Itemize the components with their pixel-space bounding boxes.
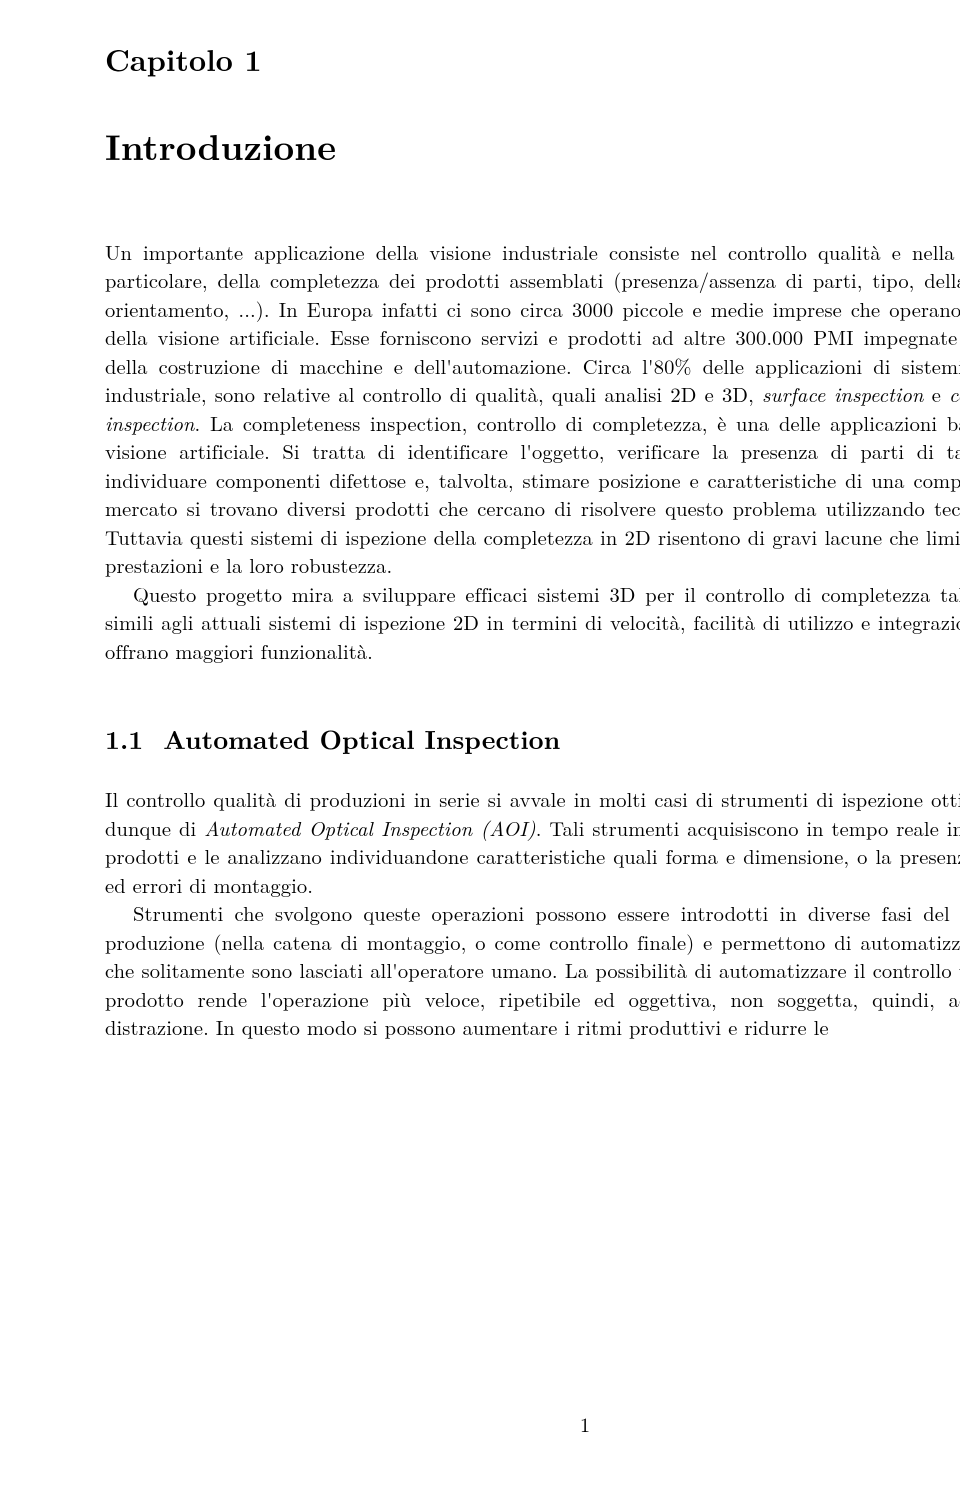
- s1-italic-aoi: Automated Optical Inspection (AOI): [204, 813, 536, 842]
- intro-paragraph-1: Un importante applicazione della visione…: [105, 238, 960, 580]
- p1-text-e: . La completeness inspection, controllo …: [105, 408, 960, 579]
- page-number: 1: [105, 1410, 960, 1438]
- intro-paragraph-2: Questo progetto mira a sviluppare effica…: [105, 580, 960, 665]
- chapter-title: Introduzione: [105, 120, 960, 170]
- section-paragraph-1: Il controllo qualità di produzioni in se…: [105, 785, 960, 899]
- section-title: Automated Optical Inspection: [163, 720, 560, 757]
- p1-italic-surface: surface inspection: [762, 379, 924, 408]
- section-number: 1.1: [105, 720, 143, 757]
- p1-text-c: e: [924, 379, 950, 408]
- chapter-label: Capitolo 1: [105, 38, 960, 80]
- section-paragraph-2: Strumenti che svolgono queste operazioni…: [105, 899, 960, 1041]
- section-heading: 1.1 Automated Optical Inspection: [105, 721, 960, 757]
